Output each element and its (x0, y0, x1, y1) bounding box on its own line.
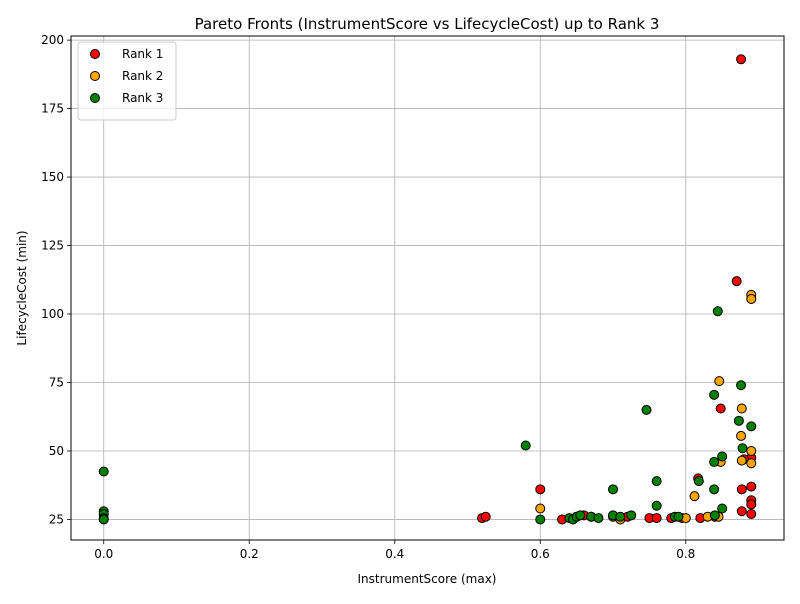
data-point-rank-3 (673, 511, 684, 522)
legend-frame (77, 41, 177, 121)
data-point-rank-3 (737, 443, 748, 454)
y-tick-label: 75 (49, 376, 64, 390)
plot-frame (70, 35, 785, 541)
data-point-rank-3 (693, 476, 704, 487)
chart-title: Pareto Fronts (InstrumentScore vs Lifecy… (195, 15, 660, 33)
data-point-rank-3 (641, 404, 652, 415)
legend-marker (90, 71, 100, 81)
y-tick-label: 25 (49, 512, 64, 526)
x-tick-label: 0.8 (676, 547, 695, 561)
y-tick-label: 200 (41, 33, 64, 47)
data-point-rank-3 (98, 466, 109, 477)
data-point-rank-3 (98, 514, 109, 525)
y-tick-label: 100 (41, 307, 64, 321)
data-point-rank-1 (535, 484, 546, 495)
x-tick-label: 0.4 (385, 547, 404, 561)
y-axis-label: LifecycleCost (min) (15, 230, 29, 345)
grid (71, 36, 784, 540)
data-point-rank-1 (715, 403, 726, 414)
data-point-rank-2 (689, 491, 700, 502)
data-point-rank-3 (615, 511, 626, 522)
legend-label: Rank 2 (122, 69, 163, 83)
data-point-rank-1 (746, 481, 757, 492)
x-tick-label: 0.6 (531, 547, 550, 561)
data-point-rank-3 (651, 500, 662, 511)
data-point-rank-3 (736, 380, 747, 391)
data-point-rank-3 (651, 476, 662, 487)
data-point-rank-3 (626, 510, 637, 521)
legend-label: Rank 1 (122, 47, 163, 61)
axis-ticks: 0.0 0.2 0.4 0.6 0.8 25 50 75 100 125 150 175 200 (41, 33, 695, 561)
y-tick-label: 175 (41, 102, 64, 116)
legend-marker (90, 49, 100, 59)
data-point-rank-2 (535, 503, 546, 514)
data-point-rank-1 (736, 484, 747, 495)
data-point-rank-2 (746, 293, 757, 304)
data-point-rank-3 (746, 421, 757, 432)
data-point-rank-2 (736, 455, 747, 466)
data-point-rank-2 (714, 376, 725, 387)
data-point-rank-3 (733, 415, 744, 426)
data-points (98, 54, 757, 525)
data-point-rank-3 (717, 451, 728, 462)
data-point-rank-3 (709, 484, 720, 495)
y-tick-label: 50 (49, 444, 64, 458)
data-point-rank-1 (731, 276, 742, 287)
data-point-rank-3 (520, 440, 531, 451)
data-point-rank-2 (736, 430, 747, 441)
data-point-rank-3 (535, 514, 546, 525)
data-point-rank-3 (575, 510, 586, 521)
data-point-rank-2 (746, 445, 757, 456)
y-tick-label: 150 (41, 170, 64, 184)
data-point-rank-2 (736, 403, 747, 414)
legend: Rank 1 Rank 2 Rank 3 (77, 41, 177, 121)
data-point-rank-3 (608, 484, 619, 495)
legend-label: Rank 3 (122, 91, 163, 105)
data-point-rank-1 (651, 513, 662, 524)
data-point-rank-3 (717, 503, 728, 514)
data-point-rank-1 (736, 506, 747, 517)
x-tick-label: 0.2 (240, 547, 259, 561)
data-point-rank-3 (709, 456, 720, 467)
legend-marker (90, 93, 100, 103)
x-tick-label: 0.0 (94, 547, 113, 561)
data-point-rank-1 (736, 54, 747, 65)
data-point-rank-3 (712, 306, 723, 317)
data-point-rank-1 (746, 499, 757, 510)
data-point-rank-2 (746, 458, 757, 469)
data-point-rank-3 (709, 389, 720, 400)
y-tick-label: 125 (41, 239, 64, 253)
data-point-rank-1 (746, 508, 757, 519)
x-axis-label: InstrumentScore (max) (358, 572, 497, 586)
data-point-rank-3 (709, 510, 720, 521)
data-point-rank-3 (593, 513, 604, 524)
data-point-rank-1 (480, 511, 491, 522)
